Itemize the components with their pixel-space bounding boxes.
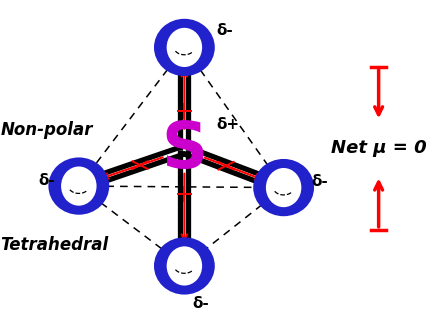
Text: δ-: δ-: [39, 172, 56, 187]
Text: Non-polar: Non-polar: [1, 121, 93, 139]
Ellipse shape: [167, 28, 202, 67]
Ellipse shape: [253, 159, 314, 216]
Ellipse shape: [154, 19, 215, 76]
Text: δ-: δ-: [193, 296, 210, 311]
Ellipse shape: [61, 167, 96, 206]
Ellipse shape: [154, 237, 215, 295]
Text: δ-: δ-: [216, 23, 233, 38]
Text: δ-: δ-: [311, 174, 328, 189]
Text: Net μ = 0: Net μ = 0: [331, 139, 426, 157]
Text: δ+: δ+: [216, 117, 239, 132]
Text: S: S: [161, 119, 208, 181]
Ellipse shape: [48, 157, 109, 215]
Text: Tetrahedral: Tetrahedral: [1, 236, 109, 254]
Ellipse shape: [167, 246, 202, 285]
Ellipse shape: [266, 168, 301, 207]
